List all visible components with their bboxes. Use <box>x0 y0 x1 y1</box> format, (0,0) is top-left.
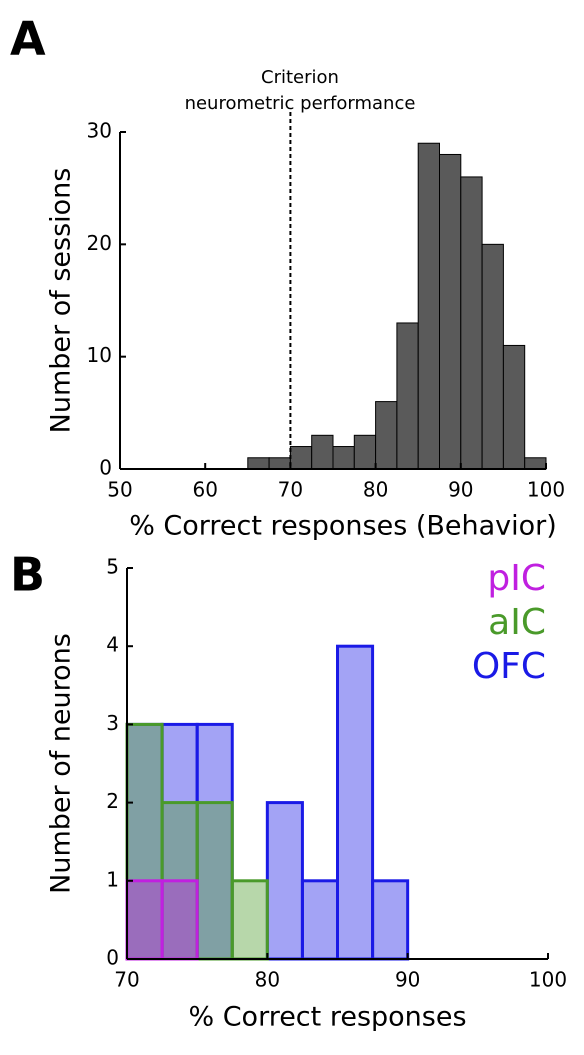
y-axis-label: Number of neurons <box>46 633 77 894</box>
x-tick-label: 70 <box>278 478 303 502</box>
bar <box>289 446 313 470</box>
bar <box>396 322 419 470</box>
legend-entry: OFC <box>472 646 546 687</box>
annotation: Criterion <box>261 67 339 88</box>
x-tick-label: 90 <box>448 478 473 502</box>
x-tick-label: 50 <box>107 478 132 502</box>
bar <box>502 344 526 470</box>
x-tick-label: 80 <box>255 968 280 992</box>
bar <box>268 457 291 470</box>
bar <box>417 142 441 470</box>
panel-label: B <box>10 548 45 602</box>
legend-entry: pIC <box>487 558 546 599</box>
y-tick-label: 5 <box>106 555 119 579</box>
bar <box>160 879 199 961</box>
x-tick-label: 100 <box>529 968 567 992</box>
bar <box>524 457 547 470</box>
bar <box>481 243 504 470</box>
y-tick-label: 10 <box>87 343 112 367</box>
y-tick-label: 1 <box>106 867 119 891</box>
bar <box>332 446 355 470</box>
x-tick-label: 60 <box>192 478 217 502</box>
bar <box>265 801 304 961</box>
bar <box>460 176 483 470</box>
x-tick-label: 70 <box>114 968 139 992</box>
bar <box>195 801 234 961</box>
annotation: neurometric performance <box>185 93 416 114</box>
bar <box>439 153 462 470</box>
y-tick-label: 0 <box>106 946 119 970</box>
bar <box>375 401 398 470</box>
legend-entry: aIC <box>488 602 546 643</box>
x-axis-label: % Correct responses <box>188 1002 466 1033</box>
bar <box>353 434 377 470</box>
x-tick-label: 80 <box>363 478 388 502</box>
y-axis-label: Number of sessions <box>46 168 77 434</box>
x-tick-label: 100 <box>527 478 565 502</box>
bar <box>247 457 270 470</box>
x-axis-label: % Correct responses (Behavior) <box>129 511 557 542</box>
x-tick-label: 90 <box>395 968 420 992</box>
y-tick-label: 20 <box>87 231 112 255</box>
y-tick-label: 30 <box>87 119 112 143</box>
y-tick-label: 3 <box>106 711 119 735</box>
bar <box>311 434 334 470</box>
bar <box>125 879 164 961</box>
bar <box>336 644 375 961</box>
bar <box>230 879 269 961</box>
bar <box>371 879 410 961</box>
y-tick-label: 2 <box>106 789 119 813</box>
y-tick-label: 0 <box>99 456 112 480</box>
panel-label: A <box>10 12 46 66</box>
bar <box>300 879 339 961</box>
y-tick-label: 4 <box>106 633 119 657</box>
